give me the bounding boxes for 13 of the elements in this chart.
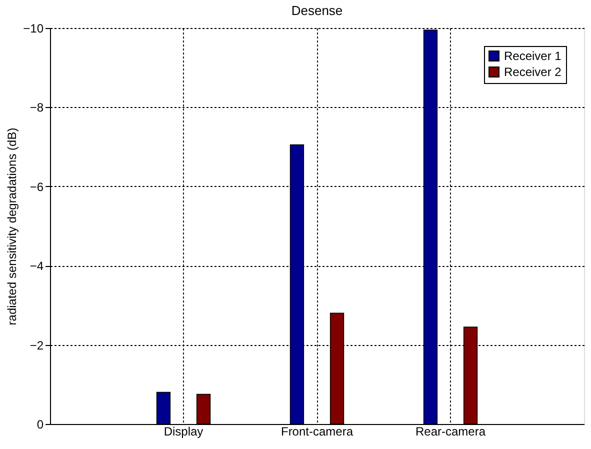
legend-label: Receiver 1 [504,49,562,63]
y-tick-label: 0 [36,418,44,432]
y-tick-label: −6 [30,180,44,194]
chart-title: Desense [291,3,343,18]
y-tick-label: −10 [23,22,44,36]
y-tick-label: −8 [30,100,44,115]
y-tick-label: −4 [30,259,44,274]
y-axis-title: radiated sensitivity degradations (dB) [5,128,20,326]
y-tick-label: −2 [30,338,44,352]
legend-label: Receiver 2 [504,65,562,79]
x-tick-label: Rear-camera [415,424,486,438]
x-tick-label: Display [164,424,204,438]
x-tick-label: Front-camera [280,424,354,438]
